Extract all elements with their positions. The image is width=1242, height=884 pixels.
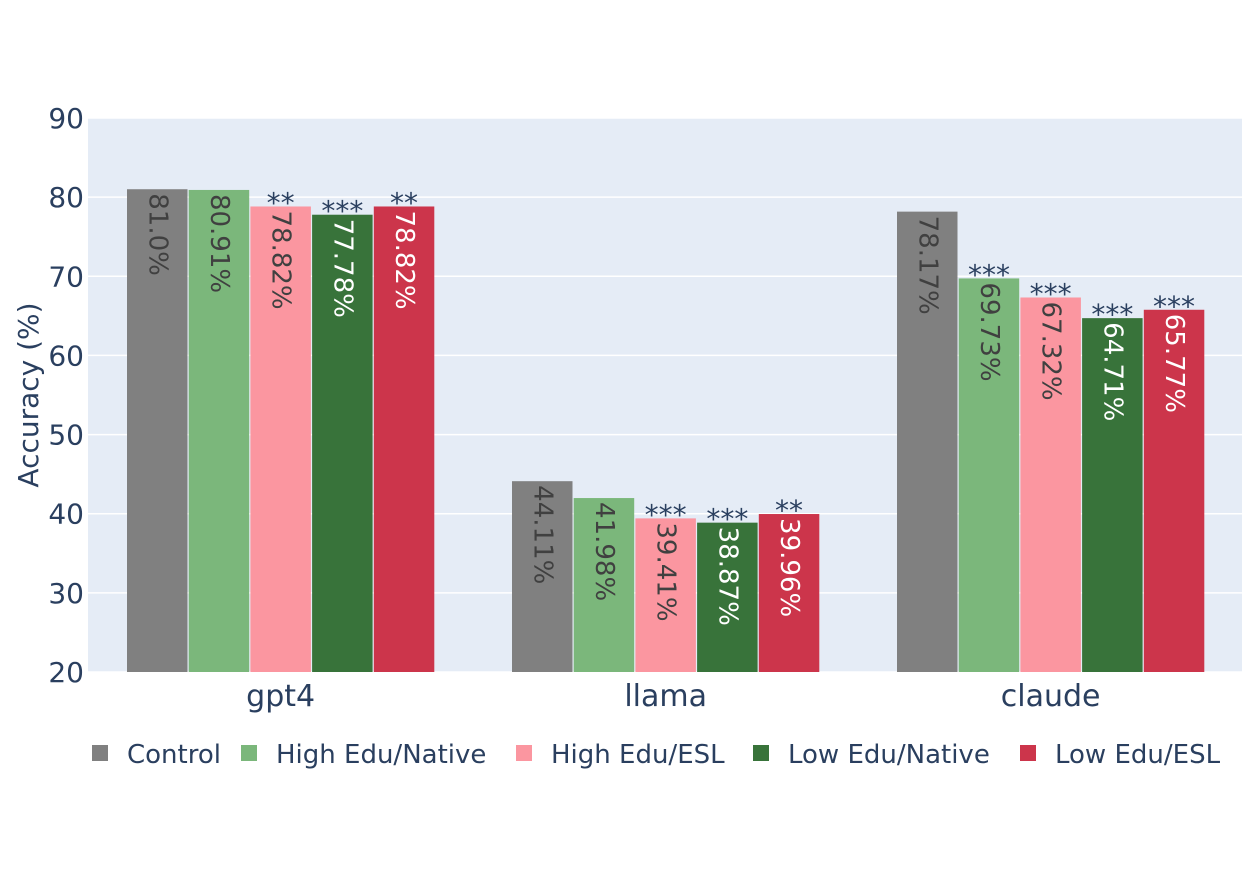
value-label: 41.98% <box>589 502 619 601</box>
significance-marker: *** <box>1153 290 1195 323</box>
bars-layer: 81.0% 80.91% 78.82%**77.78%*** 78.82%**44.1… <box>127 186 1205 672</box>
legend-swatch <box>1020 745 1036 761</box>
value-label: 39.41% <box>651 522 681 621</box>
category-label: claude <box>1001 679 1101 714</box>
y-axis-label: Accuracy (%) <box>12 302 45 487</box>
legend-swatch <box>753 745 769 761</box>
bar <box>1020 297 1081 672</box>
legend: Control High Edu/Native High Edu/ESL Low Ed… <box>92 740 1221 770</box>
y-tick-label: 30 <box>48 577 84 610</box>
value-label: 39.96% <box>774 518 804 617</box>
bar <box>188 189 250 672</box>
legend-entry: High Edu/ESL <box>551 740 725 770</box>
bar <box>512 481 573 672</box>
legend-swatch <box>92 745 108 761</box>
legend-entry: Control <box>127 740 221 770</box>
value-label: 80.91% <box>204 194 234 293</box>
bar <box>312 214 373 672</box>
legend-swatch <box>241 745 257 761</box>
value-label: 77.78% <box>327 219 357 318</box>
value-label: 69.73% <box>974 282 1004 381</box>
significance-marker: *** <box>321 195 363 228</box>
bar <box>897 211 958 672</box>
y-tick-label: 90 <box>48 102 84 135</box>
significance-marker: *** <box>706 503 748 536</box>
value-label: 65.77% <box>1159 314 1189 413</box>
y-tick-label: 80 <box>48 181 84 214</box>
y-tick-label: 50 <box>48 419 84 452</box>
legend-swatch <box>516 745 532 761</box>
value-label: 44.11% <box>527 485 557 584</box>
significance-marker: ** <box>267 186 295 219</box>
legend-entry: Low Edu/Native <box>788 740 990 770</box>
x-axis-categories: gpt4 llama claude <box>246 679 1100 714</box>
significance-marker: *** <box>1030 277 1072 310</box>
y-axis-ticks: 20 30 40 50 60 70 80 90 <box>48 102 84 689</box>
y-tick-label: 70 <box>48 260 84 293</box>
significance-marker: ** <box>775 494 803 527</box>
bar <box>1143 309 1205 672</box>
bar <box>127 189 188 672</box>
category-label: llama <box>624 679 707 714</box>
legend-entry: Low Edu/ESL <box>1055 740 1221 770</box>
significance-marker: *** <box>968 258 1010 291</box>
y-tick-label: 40 <box>48 498 84 531</box>
bar <box>635 518 696 672</box>
value-label: 38.87% <box>712 527 742 626</box>
legend-entry: High Edu/Native <box>276 740 486 770</box>
value-label: 81.0% <box>142 193 172 276</box>
bar <box>697 522 758 672</box>
bar <box>250 206 311 672</box>
value-label: 64.71% <box>1097 322 1127 421</box>
significance-marker: *** <box>645 498 687 531</box>
y-tick-label: 60 <box>48 339 84 372</box>
category-label: gpt4 <box>246 679 315 714</box>
value-label: 78.17% <box>912 216 942 315</box>
value-label: 78.82% <box>266 210 296 309</box>
bar <box>573 498 635 672</box>
value-label: 67.32% <box>1036 301 1066 400</box>
y-tick-label: 20 <box>48 656 84 689</box>
significance-marker: *** <box>1091 298 1133 331</box>
bar <box>373 206 435 672</box>
value-label: 78.82% <box>389 210 419 309</box>
bar <box>958 278 1020 672</box>
bar <box>1082 318 1143 672</box>
significance-marker: ** <box>390 186 418 219</box>
bar <box>758 514 820 672</box>
